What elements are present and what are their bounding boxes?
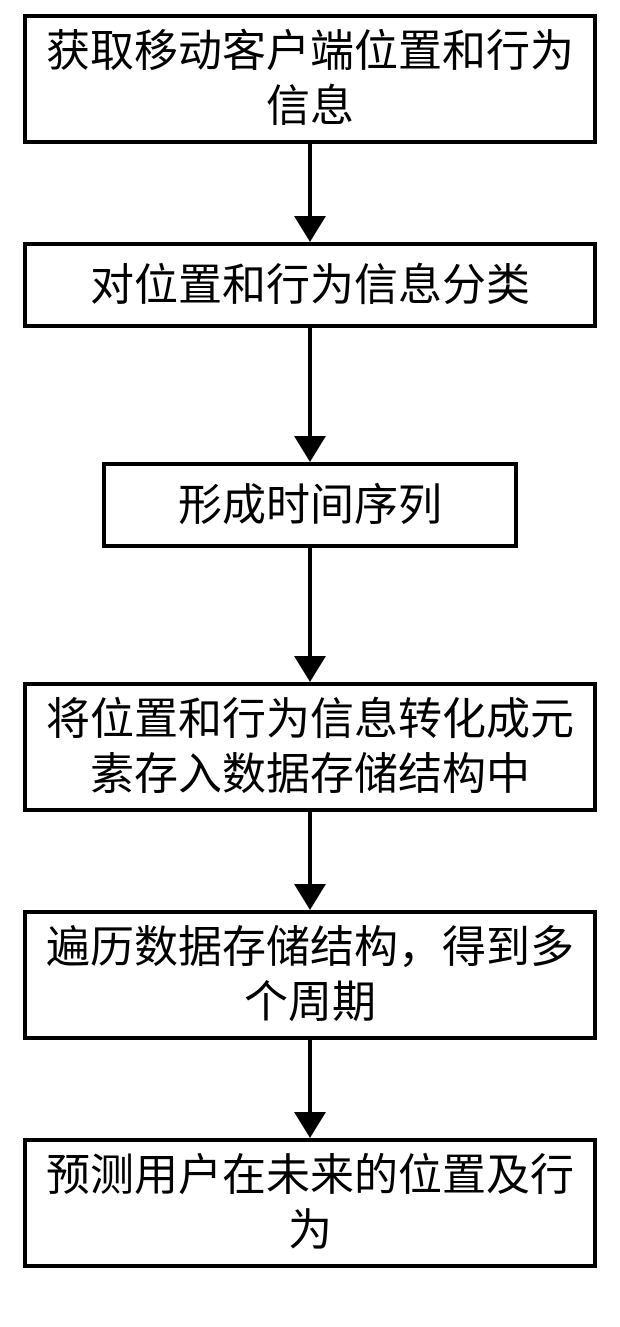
arrow-shaft [308,1040,312,1112]
arrow-n1-n2 [294,144,326,242]
arrow-head-icon [294,1112,326,1138]
flow-node-n4: 将位置和行为信息转化成元素存入数据存储结构中 [23,682,597,812]
flow-node-n1: 获取移动客户端位置和行为信息 [23,14,597,144]
flow-node-n2: 对位置和行为信息分类 [23,242,597,328]
arrow-shaft [308,328,312,436]
arrow-shaft [308,144,312,216]
flow-node-n5: 遍历数据存储结构，得到多个周期 [23,910,597,1040]
arrow-n3-n4 [294,548,326,682]
arrow-shaft [308,548,312,656]
arrow-head-icon [294,884,326,910]
arrow-head-icon [294,216,326,242]
flow-node-n3: 形成时间序列 [102,462,518,548]
arrow-head-icon [294,656,326,682]
flowchart-container: 获取移动客户端位置和行为信息对位置和行为信息分类形成时间序列将位置和行为信息转化… [23,14,597,1268]
arrow-n5-n6 [294,1040,326,1138]
arrow-n2-n3 [294,328,326,462]
arrow-n4-n5 [294,812,326,910]
flow-node-n6: 预测用户在未来的位置及行为 [23,1138,597,1268]
arrow-shaft [308,812,312,884]
arrow-head-icon [294,436,326,462]
